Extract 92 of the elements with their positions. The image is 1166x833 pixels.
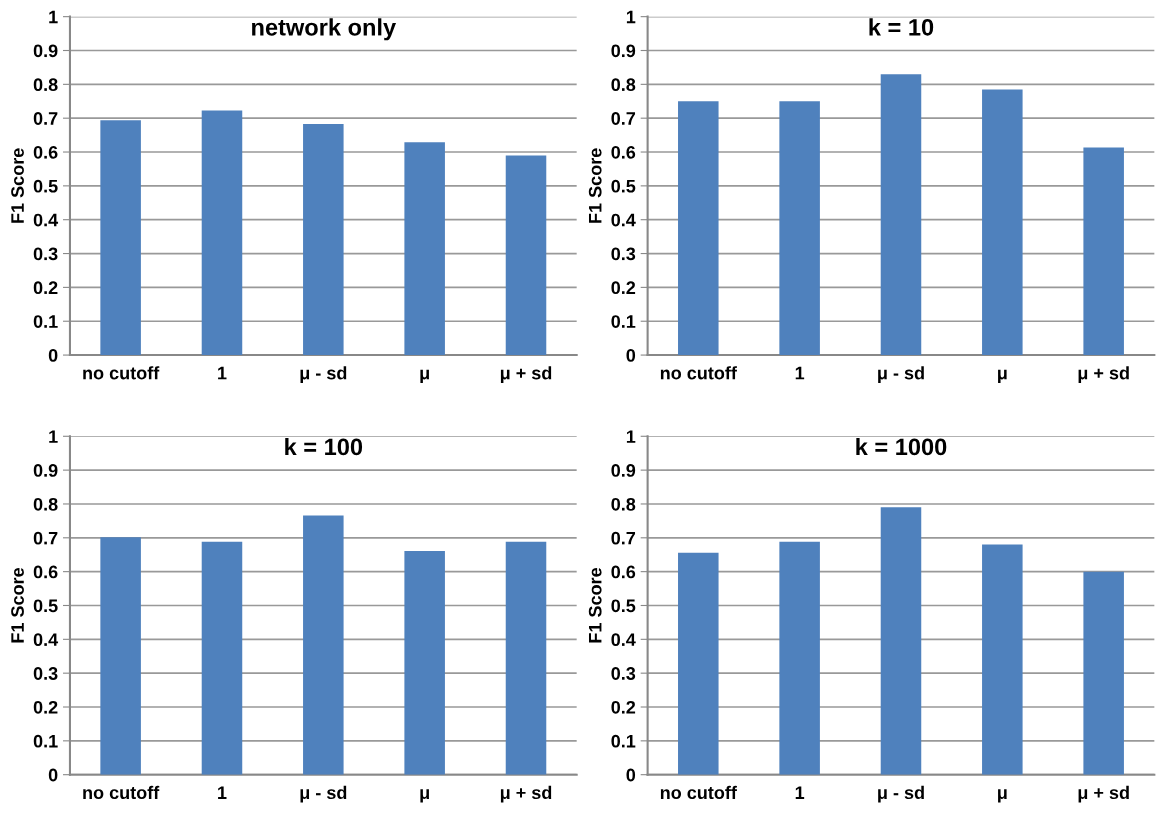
bar: [100, 537, 141, 775]
bar: [678, 101, 719, 356]
x-tick-label: 1: [218, 366, 227, 380]
y-axis-title: F1 Score: [588, 567, 602, 643]
y-tick-label: 0.3: [33, 247, 58, 261]
bar: [1083, 571, 1124, 775]
bar: [505, 155, 547, 356]
x-tick-label: μ + sd: [500, 366, 552, 383]
y-tick-label: 0.3: [611, 247, 636, 261]
y-tick-label: 0.4: [611, 213, 636, 227]
bar: [982, 89, 1023, 356]
bar: [678, 552, 719, 775]
y-tick-label: 0.4: [33, 633, 59, 647]
y-tick-label: 0.8: [33, 497, 58, 511]
y-tick-label: 0: [626, 349, 636, 362]
y-tick-label: 0.1: [33, 315, 58, 328]
y-tick-label: 1: [626, 10, 636, 24]
bar: [201, 541, 243, 775]
bar: [982, 544, 1023, 775]
x-tick-label: μ: [420, 789, 429, 803]
x-tick-label: μ - sd: [300, 366, 347, 383]
chart-title: k = 100: [285, 437, 363, 456]
y-tick-label: 0.1: [611, 315, 636, 328]
y-tick-label: 0.5: [33, 179, 58, 193]
chart-title: network only: [252, 18, 397, 41]
x-tick-label: 1: [218, 786, 227, 799]
x-tick-label: 1: [795, 366, 805, 380]
x-tick-label: no cutoff: [83, 366, 160, 380]
y-tick-label: 0.9: [33, 464, 58, 477]
y-tick-label: 0.2: [611, 281, 636, 295]
bar: [303, 515, 344, 775]
y-tick-label: 0.3: [33, 667, 58, 680]
bar: [880, 74, 922, 356]
x-tick-label: μ + sd: [500, 785, 552, 803]
bar: [1083, 147, 1124, 356]
y-tick-label: 0.2: [33, 700, 58, 714]
y-tick-label: 0.5: [611, 179, 636, 193]
y-tick-label: 0.5: [611, 599, 636, 613]
y-tick-label: 0.1: [33, 734, 58, 748]
y-tick-label: 0.9: [611, 44, 636, 58]
bar: [404, 142, 445, 356]
x-tick-label: no cutoff: [660, 366, 737, 380]
x-tick-label: no cutoff: [83, 785, 160, 800]
y-tick-label: 0.2: [611, 700, 636, 714]
x-tick-label: 1: [795, 786, 805, 799]
y-tick-label: 0.8: [33, 78, 58, 92]
y-tick-label: 1: [626, 430, 636, 443]
y-tick-label: 0.9: [33, 44, 58, 58]
chart-title: k = 1000: [856, 437, 947, 456]
x-tick-label: μ - sd: [878, 366, 924, 383]
x-tick-label: μ: [998, 369, 1007, 383]
y-axis-title: F1 Score: [588, 148, 602, 223]
y-tick-label: 0.6: [33, 145, 58, 159]
bar: [201, 110, 243, 356]
bar: [505, 541, 547, 775]
y-tick-label: 0.2: [33, 281, 58, 295]
y-tick-label: 1: [49, 10, 58, 24]
y-tick-label: 0.3: [611, 667, 636, 680]
y-tick-label: 0.9: [611, 464, 636, 477]
bar: [100, 120, 141, 356]
bar: [779, 541, 820, 775]
y-axis-title: F1 Score: [11, 567, 24, 643]
y-tick-label: 0: [48, 349, 58, 362]
x-tick-label: μ - sd: [300, 785, 347, 803]
y-tick-label: 0.6: [33, 565, 58, 579]
y-tick-label: 0.8: [611, 78, 636, 92]
chart-title: k = 10: [869, 18, 934, 36]
y-tick-label: 0.6: [611, 565, 636, 579]
y-tick-label: 0.7: [33, 112, 58, 125]
y-tick-label: 0: [626, 768, 636, 782]
bar: [779, 101, 820, 356]
x-tick-label: μ: [420, 369, 429, 383]
y-tick-label: 0.7: [611, 531, 636, 545]
y-tick-label: 0.4: [33, 213, 59, 227]
x-tick-label: no cutoff: [660, 785, 737, 800]
x-tick-label: μ + sd: [1078, 785, 1129, 803]
y-tick-label: 0.6: [611, 145, 636, 159]
y-axis-title: F1 Score: [11, 148, 24, 223]
y-tick-label: 0.4: [611, 633, 636, 647]
y-tick-label: 0.7: [33, 531, 58, 545]
bar: [880, 507, 922, 775]
y-tick-label: 0.1: [611, 734, 636, 748]
y-tick-label: 0.7: [611, 112, 636, 125]
y-tick-label: 0.5: [33, 599, 58, 613]
x-tick-label: μ - sd: [878, 785, 924, 803]
x-tick-label: μ + sd: [1078, 366, 1129, 383]
y-tick-label: 1: [49, 430, 58, 443]
y-tick-label: 0: [48, 768, 58, 782]
y-tick-label: 0.8: [611, 497, 636, 511]
x-tick-label: μ: [998, 789, 1007, 803]
bar: [404, 551, 445, 775]
bar: [303, 123, 344, 356]
